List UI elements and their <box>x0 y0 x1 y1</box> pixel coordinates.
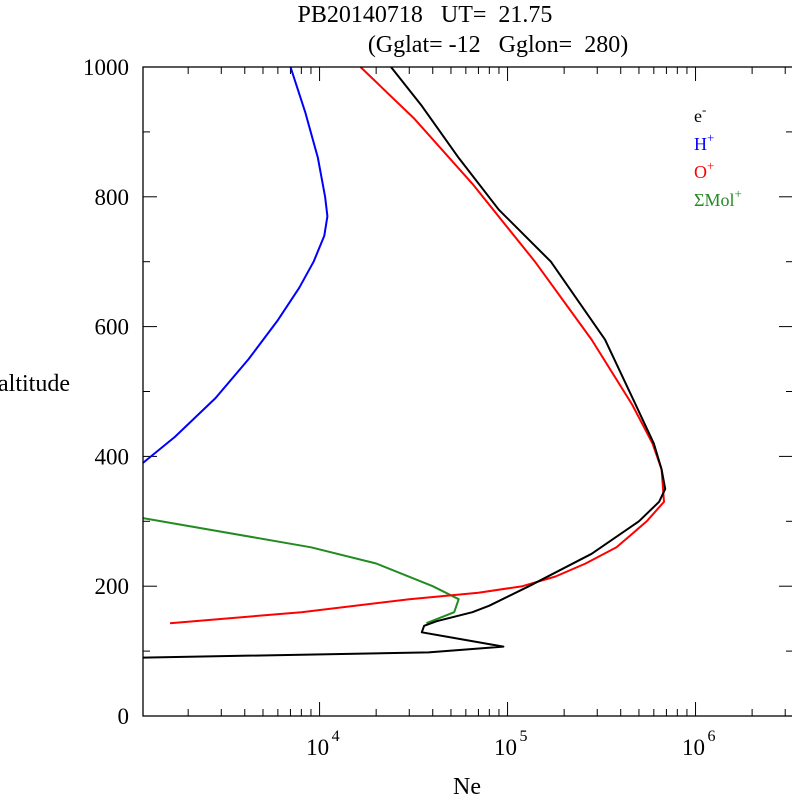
x-tick-exponent: 5 <box>520 728 528 745</box>
y-tick-label: 200 <box>95 574 130 599</box>
y-tick-label: 0 <box>118 704 130 729</box>
legend-entry-Hplus: H+ <box>694 130 714 154</box>
x-tick-exponent: 4 <box>332 728 340 745</box>
y-tick-label: 800 <box>95 185 130 210</box>
chart-title-line2: (Gglat= -12 Gglon= 280) <box>368 32 628 58</box>
x-tick-label: 10 <box>682 735 705 760</box>
x-tick-label: 10 <box>494 735 517 760</box>
x-tick-exponent: 6 <box>708 728 716 745</box>
series-line-Molplus <box>143 517 460 625</box>
y-tick-labels: 0 200 400 600 800 1000 <box>83 55 129 729</box>
plot-frame <box>142 66 792 717</box>
y-tick-label: 1000 <box>83 55 129 80</box>
y-axis-label: altitude <box>0 371 70 397</box>
series-line-Oplus <box>169 67 665 625</box>
y-tick-label: 600 <box>95 315 130 340</box>
x-tick-labels: 10 4 10 5 10 6 <box>306 728 715 760</box>
legend-entry-Oplus: O+ <box>694 158 714 182</box>
series-layer <box>143 67 667 659</box>
legend: e- H+ O+ ΣMol+ <box>694 102 742 210</box>
legend-entry-Molplus: ΣMol+ <box>694 186 742 210</box>
series-line-e <box>143 67 667 659</box>
y-tick-label: 400 <box>95 444 130 469</box>
series-line-Hplus <box>143 67 329 464</box>
x-tick-label: 10 <box>306 735 329 760</box>
legend-entry-e: e- <box>694 102 706 126</box>
chart-title-line1: PB20140718 UT= 21.75 <box>298 2 553 28</box>
x-axis-label: Ne <box>453 774 481 796</box>
